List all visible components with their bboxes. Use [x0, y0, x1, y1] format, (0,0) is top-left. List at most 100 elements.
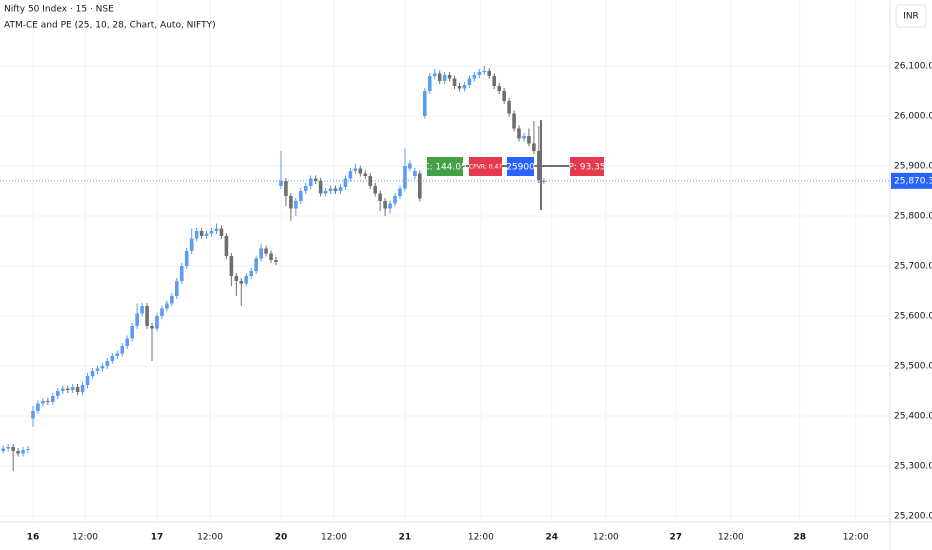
candle-body	[363, 173, 368, 176]
candle-body	[398, 188, 402, 196]
candle-body	[244, 276, 249, 284]
candle-body	[413, 171, 417, 176]
candle-body	[502, 91, 506, 101]
candle-body	[447, 75, 452, 79]
candle-body	[36, 403, 40, 411]
candle-body	[323, 191, 328, 194]
candle-body	[105, 361, 110, 366]
candle-body	[60, 388, 65, 391]
candle-body	[303, 186, 308, 191]
candle-body	[184, 251, 189, 266]
candle-body	[21, 450, 25, 454]
y-tick-label: 26,000.00	[894, 112, 932, 122]
candle-body	[403, 166, 407, 189]
currency[interactable]: INR	[903, 12, 919, 22]
candle-body	[130, 326, 134, 339]
candle-body	[100, 366, 105, 369]
last-price-box	[891, 172, 932, 189]
candle-body	[6, 447, 10, 449]
indicator-title: ATM-CE and PE (25, 10, 28, Chart, Auto, …	[4, 21, 216, 31]
candle-body	[383, 201, 387, 209]
candle-body	[239, 281, 244, 284]
x-tick-label: 12:00	[593, 533, 619, 543]
candle-body	[41, 401, 45, 404]
candle-body	[393, 196, 397, 204]
candle-body	[408, 163, 412, 169]
candle-body	[472, 75, 477, 79]
candle-body	[259, 248, 263, 259]
candle-body	[274, 260, 278, 262]
put-label: P: 93.35	[568, 163, 605, 173]
candle-body	[308, 178, 313, 186]
candle-body	[155, 316, 159, 329]
candle-body	[318, 181, 323, 194]
x-tick-label: 12:00	[197, 533, 223, 543]
y-tick-label: 25,300.00	[894, 462, 932, 472]
candle-body	[462, 85, 467, 89]
candle-body	[229, 256, 234, 276]
candle-body	[26, 449, 30, 450]
candle-body	[170, 296, 174, 304]
candle-body	[532, 143, 536, 151]
candle-body	[477, 72, 482, 75]
x-tick-label: 12:00	[468, 533, 494, 543]
y-tick-label: 25,400.00	[894, 412, 932, 422]
candle-body	[46, 401, 50, 402]
candle-body	[85, 376, 90, 385]
candle-body	[338, 187, 343, 191]
chart-title: Nifty 50 Index · 15 · NSE	[4, 5, 114, 15]
candle-body	[348, 171, 353, 179]
candle-body	[1, 448, 6, 451]
candle-body	[269, 253, 273, 260]
candle-body	[368, 176, 373, 186]
candle-body	[219, 228, 224, 236]
candle-body	[313, 178, 318, 181]
candle-body	[432, 73, 437, 76]
candle-body	[517, 128, 521, 139]
candle-body	[31, 411, 35, 419]
candle-body	[507, 101, 511, 114]
call-label: C: 144.05	[423, 163, 467, 173]
candle-body	[482, 71, 487, 72]
candle-body	[209, 231, 214, 234]
x-tick-label: 16	[27, 533, 40, 543]
candle-body	[487, 71, 492, 76]
candle-body	[249, 271, 254, 276]
candle-body	[254, 258, 258, 271]
candle-body	[70, 387, 75, 390]
candle-body	[199, 231, 204, 236]
candle-body	[457, 86, 462, 89]
candle-body	[110, 356, 115, 361]
candle-body	[189, 238, 194, 251]
x-tick-label: 12:00	[72, 533, 98, 543]
candle-body	[358, 168, 363, 174]
x-tick-label: 21	[399, 533, 412, 543]
candle-body	[437, 73, 442, 81]
candle-body	[55, 391, 60, 396]
candle-body	[378, 193, 382, 201]
x-tick-label: 12:00	[843, 533, 869, 543]
candle-body	[90, 371, 95, 376]
candle-body	[418, 173, 422, 199]
x-tick-label: 28	[793, 533, 806, 543]
candle-body	[388, 203, 392, 209]
candle-body	[115, 353, 120, 356]
candle-body	[279, 181, 283, 186]
y-tick-label: 25,600.00	[894, 312, 932, 322]
candle-body	[452, 78, 457, 86]
candle-body	[135, 313, 139, 326]
last-price-label: 25,870.30	[894, 176, 932, 186]
currency-button[interactable]	[895, 4, 927, 28]
x-tick-label: 27	[669, 533, 682, 543]
candle-body	[284, 181, 288, 196]
candle-body	[95, 368, 100, 371]
candle-body	[160, 308, 164, 316]
candle-body	[497, 86, 501, 91]
candle-body	[328, 188, 333, 191]
candle-body	[11, 447, 15, 451]
candle-body	[373, 186, 377, 194]
candle-body	[16, 451, 20, 454]
y-tick-label: 25,500.00	[894, 362, 932, 372]
candle-body	[294, 201, 298, 209]
